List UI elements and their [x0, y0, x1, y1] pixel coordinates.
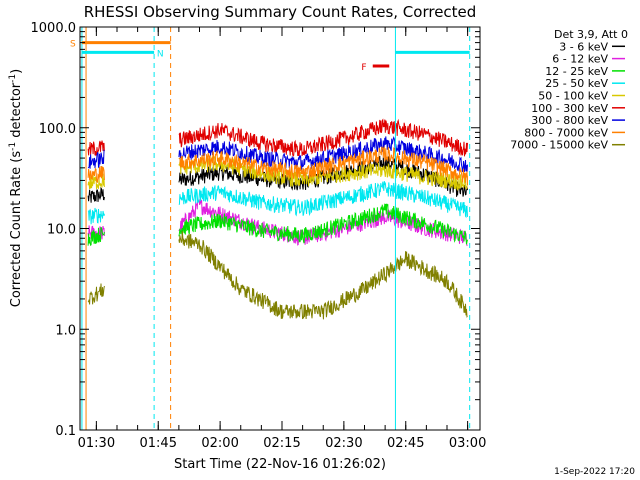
annotation-f: F	[361, 63, 366, 73]
y-axis-label-end: )	[9, 69, 24, 74]
x-tick-label: 02:30	[325, 436, 362, 451]
y-tick-label: 100.0	[39, 122, 76, 137]
series-line-6-segment-0	[87, 149, 105, 169]
series-line-5-segment-0	[87, 140, 105, 157]
annotation-s: S	[70, 40, 76, 50]
legend-entry-label: 25 - 50 keV	[545, 77, 608, 90]
legend-entry-label: 12 - 25 keV	[545, 65, 608, 78]
y-axis-label-sup-1: -1	[8, 142, 18, 151]
series-line-2-segment-0	[87, 226, 105, 247]
x-tick-label: 02:15	[263, 436, 300, 451]
y-tick-label: 1.0	[55, 323, 76, 338]
series-line-1-segment-0	[87, 225, 105, 241]
series-line-5-segment-1	[178, 118, 468, 157]
y-axis-label-mid: detector	[9, 82, 24, 142]
series-line-8-segment-1	[178, 231, 468, 320]
legend-entry-label: 3 - 6 keV	[559, 40, 608, 53]
x-tick-label: 03:00	[449, 436, 486, 451]
generation-timestamp: 1-Sep-2022 17:20	[554, 467, 635, 477]
legend-entry-label: 800 - 7000 keV	[524, 126, 608, 139]
series-line-3-segment-1	[178, 181, 468, 219]
series-line-4-segment-0	[87, 173, 105, 190]
legend-entry-label: 300 - 800 keV	[531, 114, 608, 127]
y-tick-label: 10.0	[47, 223, 76, 238]
y-axis-label: Corrected Count Rate (s-1 detector-1)	[8, 69, 24, 307]
legend-entry-label: 100 - 300 keV	[531, 102, 608, 115]
series-line-3-segment-0	[87, 207, 105, 225]
y-axis-label-main: Corrected Count Rate (s	[9, 151, 24, 308]
y-tick-label: 0.1	[55, 424, 76, 439]
x-tick-label: 02:45	[387, 436, 424, 451]
x-axis-label: Start Time (22-Nov-16 01:26:02)	[174, 457, 386, 472]
series-line-6-segment-1	[178, 136, 468, 173]
series-line-8-segment-0	[87, 283, 105, 305]
y-axis-label-sup-2: -1	[8, 74, 18, 83]
legend-entry-label: 7000 - 15000 keV	[510, 139, 608, 152]
series-line-0-segment-0	[87, 186, 105, 203]
chart-title: RHESSI Observing Summary Count Rates, Co…	[84, 3, 477, 21]
legend-entry-label: 50 - 100 keV	[538, 90, 608, 103]
series-line-7-segment-1	[178, 146, 468, 186]
x-tick-label: 01:45	[140, 436, 177, 451]
annotation-n: N	[157, 49, 164, 59]
x-tick-label: 01:30	[78, 436, 115, 451]
x-tick-label: 02:00	[201, 436, 238, 451]
y-tick-label: 1000.0	[31, 21, 77, 36]
plot-area: S N F 0.1 1.0 10.0 100.0 1000.0 01:30 01:45 02:00 0…	[31, 21, 487, 451]
legend-entry-label: 6 - 12 keV	[552, 53, 608, 66]
series-line-7-segment-0	[87, 165, 105, 184]
legend-header: Det 3,9, Att 0	[554, 28, 628, 41]
series-line-2-segment-1	[178, 203, 468, 245]
